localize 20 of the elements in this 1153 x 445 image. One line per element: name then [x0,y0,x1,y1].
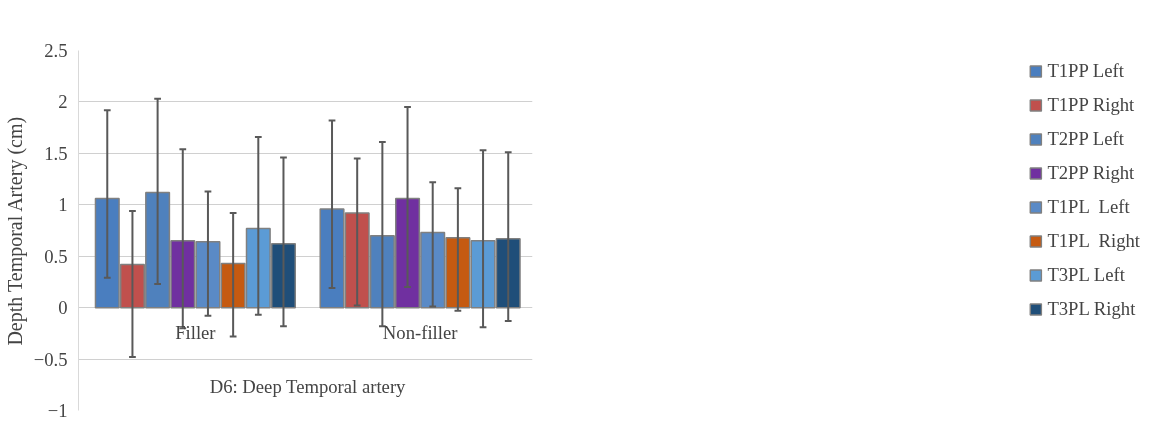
y-tick-label: −1 [47,400,68,421]
legend-label: T2PP Right [1047,162,1135,184]
legend-label: T1PP Right [1047,94,1135,116]
y-tick-label: −0.5 [33,348,68,370]
legend-label: T3PL Right [1047,298,1136,320]
legend-label: T3PL Left [1047,264,1125,286]
legend-label: T1PL Left [1047,196,1130,218]
y-tick-label: 1.5 [44,142,68,164]
legend-label: T1PP Left [1047,60,1124,82]
y-tick-label: 2.5 [44,40,68,61]
y-tick-label: 1 [58,194,68,216]
y-tick-label: 2 [58,91,68,113]
y-tick-label: 0.5 [44,245,68,267]
annotation: D6: Deep Temporal artery [209,375,407,397]
legend-label: T1PL Right [1047,230,1140,252]
y-axis-title: Depth Temporal Artery (cm) [3,116,27,346]
x-tick-label: Filler [175,321,217,343]
y-tick-label: 0 [58,297,68,319]
x-tick-label: Non-filler [382,321,459,343]
legend-label: T2PP Left [1047,128,1124,150]
